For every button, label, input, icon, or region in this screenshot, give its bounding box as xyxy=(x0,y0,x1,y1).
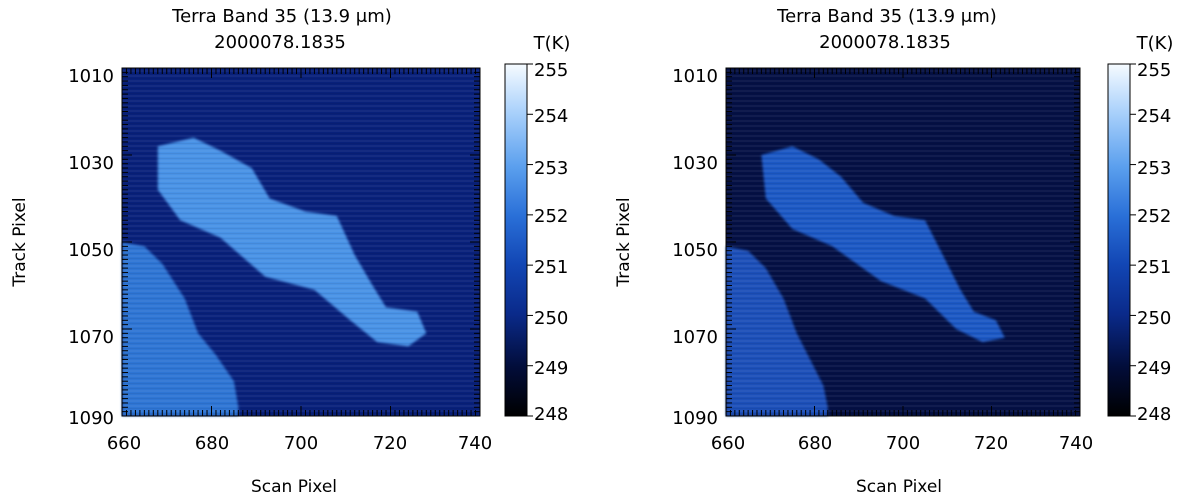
colorbar-tick-label: 251 xyxy=(1137,257,1171,278)
colorbar-label: T(K) xyxy=(1136,33,1174,54)
x-axis-label: Scan Pixel xyxy=(251,477,337,497)
colorbar-tick-label: 254 xyxy=(534,106,568,127)
y-tick-label: 1030 xyxy=(68,153,114,174)
x-tick-label: 660 xyxy=(107,433,141,454)
colorbar-tick-label: 252 xyxy=(534,206,568,227)
colorbar: T(K) 255 254 253 252 251 250 249 248 xyxy=(504,33,571,425)
x-tick-label: 740 xyxy=(458,433,492,454)
heatmap-area xyxy=(121,67,481,417)
chart-title: Terra Band 35 (13.9 μm) xyxy=(776,6,997,27)
x-tick-label: 720 xyxy=(974,433,1008,454)
chart-subtitle: 2000078.1835 xyxy=(819,32,951,53)
y-tick-label: 1010 xyxy=(672,66,718,87)
chart-subtitle: 2000078.1835 xyxy=(214,32,346,53)
y-tick-label: 1070 xyxy=(672,327,718,348)
right-panel: Terra Band 35 (13.9 μm) 2000078.1835 101… xyxy=(614,6,1173,497)
x-tick-label: 680 xyxy=(798,433,832,454)
colorbar-label: T(K) xyxy=(533,33,571,54)
colorbar-gradient xyxy=(1107,63,1131,417)
colorbar-tick-label: 249 xyxy=(1137,358,1171,379)
colorbar-tick-label: 253 xyxy=(534,158,568,179)
colorbar-tick-label: 248 xyxy=(1137,404,1171,425)
colorbar-tick-label: 255 xyxy=(1137,60,1171,81)
y-axis-label: Track Pixel xyxy=(614,197,634,287)
y-tick-label: 1010 xyxy=(68,66,114,87)
y-tick-label: 1050 xyxy=(68,240,114,261)
x-tick-label: 720 xyxy=(373,433,407,454)
colorbar-tick-label: 248 xyxy=(534,404,568,425)
colorbar-tick-label: 250 xyxy=(534,308,568,329)
heatmap-area xyxy=(725,67,1081,417)
colorbar-ticks xyxy=(1130,63,1136,417)
colorbar-tick-label: 250 xyxy=(1137,308,1171,329)
x-tick-label: 660 xyxy=(711,433,745,454)
y-axis-label: Track Pixel xyxy=(10,197,30,287)
colorbar-tick-label: 255 xyxy=(534,60,568,81)
y-tick-label: 1090 xyxy=(68,408,114,429)
y-tick-label: 1090 xyxy=(672,408,718,429)
chart-title: Terra Band 35 (13.9 μm) xyxy=(171,6,392,27)
left-panel: Terra Band 35 (13.9 μm) 2000078.1835 101… xyxy=(10,6,570,497)
y-tick-label: 1050 xyxy=(672,240,718,261)
colorbar-ticks xyxy=(527,63,533,417)
x-tick-label: 700 xyxy=(886,433,920,454)
colorbar-tick-label: 249 xyxy=(534,358,568,379)
x-tick-label: 700 xyxy=(284,433,318,454)
x-tick-label: 680 xyxy=(195,433,229,454)
y-tick-label: 1030 xyxy=(672,153,718,174)
colorbar-gradient xyxy=(504,63,528,417)
colorbar-tick-label: 252 xyxy=(1137,206,1171,227)
colorbar-tick-label: 251 xyxy=(534,257,568,278)
colorbar-tick-label: 253 xyxy=(1137,158,1171,179)
scanline-texture xyxy=(726,68,1080,416)
colorbar-tick-label: 254 xyxy=(1137,106,1171,127)
scanline-texture xyxy=(122,68,480,416)
y-tick-label: 1070 xyxy=(68,327,114,348)
colorbar: T(K) 255 254 253 252 251 250 249 248 xyxy=(1107,33,1174,425)
x-tick-label: 740 xyxy=(1059,433,1093,454)
axis-ticks xyxy=(121,67,481,417)
x-axis-label: Scan Pixel xyxy=(856,477,942,497)
axis-ticks xyxy=(725,67,1081,417)
